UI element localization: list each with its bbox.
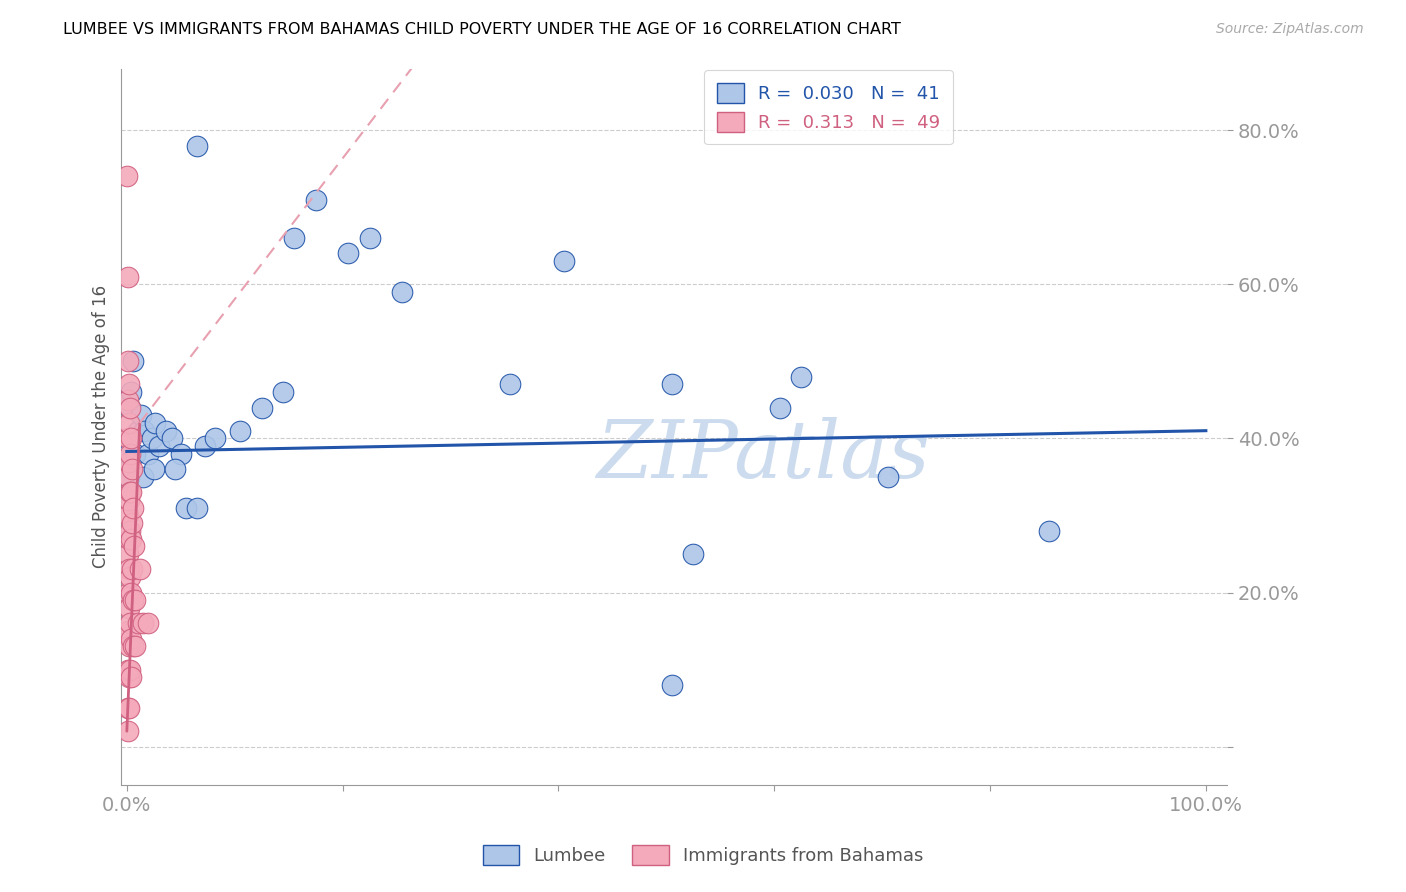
Point <box>120 570 142 584</box>
Text: LUMBEE VS IMMIGRANTS FROM BAHAMAS CHILD POVERTY UNDER THE AGE OF 16 CORRELATION : LUMBEE VS IMMIGRANTS FROM BAHAMAS CHILD … <box>63 22 901 37</box>
Point <box>120 585 142 599</box>
Point <box>120 385 142 400</box>
Legend: R =  0.030   N =  41, R =  0.313   N =  49: R = 0.030 N = 41, R = 0.313 N = 49 <box>704 70 953 145</box>
Point <box>122 500 145 515</box>
Point <box>250 401 273 415</box>
Point <box>118 701 141 715</box>
Point <box>117 701 139 715</box>
Point <box>876 470 898 484</box>
Point <box>120 532 142 546</box>
Point <box>117 431 139 445</box>
Point <box>118 640 141 654</box>
Point <box>155 424 177 438</box>
Point <box>124 593 146 607</box>
Point <box>120 485 142 500</box>
Point <box>117 269 139 284</box>
Point <box>790 369 813 384</box>
Point <box>118 470 141 484</box>
Point <box>127 424 149 438</box>
Point <box>120 401 142 415</box>
Legend: Lumbee, Immigrants from Bahamas: Lumbee, Immigrants from Bahamas <box>474 836 932 874</box>
Point <box>117 724 139 739</box>
Point <box>229 424 252 438</box>
Point <box>142 462 165 476</box>
Point <box>138 616 160 631</box>
Point <box>120 670 142 684</box>
Point <box>682 547 704 561</box>
Point <box>117 447 139 461</box>
Point <box>132 470 155 484</box>
Point <box>391 285 413 299</box>
Point <box>124 640 146 654</box>
Text: ZIPatlas: ZIPatlas <box>596 417 929 494</box>
Point <box>359 231 381 245</box>
Point <box>117 547 139 561</box>
Point <box>174 500 197 515</box>
Point <box>118 416 141 430</box>
Point <box>1038 524 1060 538</box>
Point <box>118 532 141 546</box>
Point <box>115 169 138 184</box>
Point <box>117 392 139 407</box>
Point <box>118 670 141 684</box>
Point <box>118 454 141 468</box>
Point <box>143 416 166 430</box>
Point <box>120 485 142 500</box>
Text: Source: ZipAtlas.com: Source: ZipAtlas.com <box>1216 22 1364 37</box>
Point <box>117 508 139 523</box>
Point <box>305 193 328 207</box>
Point <box>204 431 226 445</box>
Point <box>661 377 683 392</box>
Point <box>129 409 152 423</box>
Point <box>120 401 142 415</box>
Point <box>141 431 163 445</box>
Point <box>118 377 141 392</box>
Point <box>553 254 575 268</box>
Point <box>186 500 208 515</box>
Point <box>120 447 142 461</box>
Point <box>118 562 141 576</box>
Point <box>122 593 145 607</box>
Point <box>160 431 183 445</box>
Point <box>121 462 143 476</box>
Point <box>193 439 215 453</box>
Point <box>117 624 139 638</box>
Point <box>170 447 193 461</box>
Point <box>117 585 139 599</box>
Point <box>122 640 145 654</box>
Point <box>124 539 146 553</box>
Point <box>128 562 150 576</box>
Point <box>499 377 522 392</box>
Point <box>117 354 139 368</box>
Point <box>120 431 142 445</box>
Point <box>132 616 155 631</box>
Point <box>122 354 145 368</box>
Point <box>132 424 155 438</box>
Point <box>118 493 141 508</box>
Point <box>769 401 792 415</box>
Point <box>117 663 139 677</box>
Point <box>120 663 142 677</box>
Point <box>283 231 305 245</box>
Point <box>127 616 149 631</box>
Point <box>186 138 208 153</box>
Point <box>121 516 143 530</box>
Point <box>337 246 360 260</box>
Point <box>120 524 142 538</box>
Point <box>117 470 139 484</box>
Point <box>118 601 141 615</box>
Point <box>661 678 683 692</box>
Point <box>148 439 170 453</box>
Point <box>271 385 294 400</box>
Point <box>138 447 160 461</box>
Point <box>121 562 143 576</box>
Y-axis label: Child Poverty Under the Age of 16: Child Poverty Under the Age of 16 <box>93 285 110 568</box>
Point <box>165 462 187 476</box>
Point <box>120 616 142 631</box>
Point <box>124 447 146 461</box>
Point <box>120 632 142 646</box>
